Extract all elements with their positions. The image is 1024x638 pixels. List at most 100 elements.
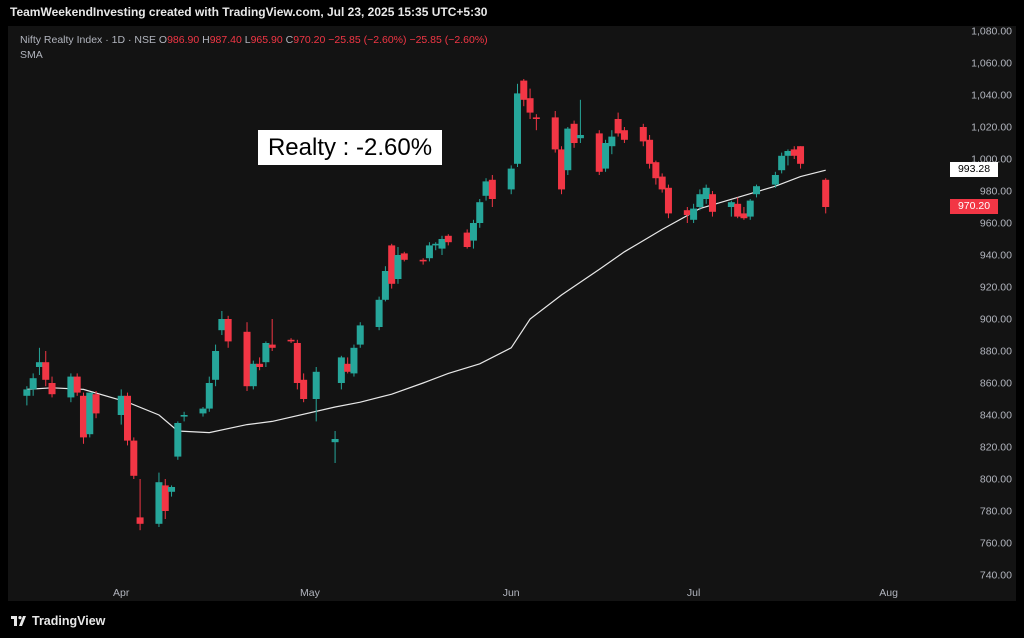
candle	[771, 171, 779, 188]
candle	[652, 160, 660, 185]
legend-open: 986.90	[167, 34, 200, 46]
candle	[608, 130, 616, 155]
candle-body	[218, 319, 226, 331]
candle-body	[287, 339, 295, 342]
y-tick-label: 780.00	[980, 506, 1012, 518]
candle-body	[180, 415, 188, 417]
y-tick-label: 840.00	[980, 410, 1012, 422]
candle	[526, 88, 534, 119]
y-tick-label: 740.00	[980, 570, 1012, 582]
candle	[532, 114, 540, 131]
candle-body	[696, 194, 704, 207]
footer-brand: TradingView	[32, 614, 106, 628]
candle-body	[488, 179, 496, 199]
candle-body	[740, 213, 748, 219]
candle-body	[293, 343, 301, 383]
candle	[67, 373, 75, 403]
candle-body	[532, 117, 540, 119]
candle	[400, 251, 408, 262]
candle-body	[312, 371, 320, 399]
candle-body	[771, 175, 779, 185]
candle	[513, 83, 521, 167]
y-tick-label: 820.00	[980, 442, 1012, 454]
y-tick-label: 1,060.00	[971, 58, 1012, 70]
candle	[432, 242, 440, 251]
legend-close: 970.20	[293, 34, 326, 46]
legend-change: −25.85 (−2.60%)	[328, 34, 407, 46]
candle	[778, 152, 786, 174]
candle-body	[388, 245, 396, 284]
candle	[48, 376, 56, 398]
candle-body	[513, 93, 521, 164]
candle-body	[419, 259, 427, 262]
candle	[727, 200, 735, 217]
last-price-tag: 970.20	[950, 199, 998, 215]
candle-body	[614, 119, 622, 134]
candle-body	[690, 208, 698, 220]
candle	[797, 146, 805, 169]
candle	[79, 392, 87, 444]
chart-area[interactable]: 1,080.00 1,060.00 1,040.00 1,020.00 1,000.00…	[8, 26, 1016, 601]
candle	[124, 392, 132, 446]
candle-body	[425, 245, 433, 259]
candle	[696, 189, 704, 211]
header-credit: TeamWeekendInvesting created with Tradin…	[10, 5, 488, 19]
candle-body	[212, 351, 220, 380]
candle	[438, 235, 446, 255]
candle	[262, 341, 270, 367]
candle	[822, 178, 830, 214]
candle-body	[702, 187, 710, 199]
candle-body	[35, 362, 43, 367]
candle	[174, 421, 182, 460]
candle	[130, 437, 138, 479]
candle-body	[381, 271, 389, 300]
candle	[469, 219, 477, 249]
candle	[664, 184, 672, 219]
y-tick-label: 940.00	[980, 250, 1012, 262]
candle-body	[205, 383, 213, 409]
candle	[86, 392, 94, 438]
candlestick-chart[interactable]: 1,080.001,060.001,040.001,020.001,000.00…	[8, 26, 1016, 601]
x-tick-label: Aug	[879, 587, 898, 599]
candle-body	[67, 376, 75, 398]
candle	[476, 199, 484, 228]
candle	[639, 123, 647, 147]
x-tick-label: Jul	[687, 587, 700, 599]
candle	[520, 79, 528, 107]
candle-body	[268, 344, 276, 348]
candle-body	[570, 123, 578, 143]
candle	[249, 360, 257, 390]
candle	[734, 197, 742, 219]
candle	[702, 184, 710, 204]
y-tick-label: 960.00	[980, 218, 1012, 230]
candle	[746, 199, 754, 220]
candle	[287, 338, 295, 343]
candle	[199, 407, 207, 417]
candle-body	[168, 487, 176, 492]
candle	[205, 376, 213, 412]
candle-body	[595, 133, 603, 172]
candle-body	[300, 379, 308, 399]
annotation-box: Realty : -2.60%	[258, 130, 442, 165]
candle-body	[727, 202, 735, 207]
candle-body	[784, 151, 792, 156]
candle-body	[199, 408, 207, 414]
candle-body	[432, 243, 440, 246]
candle	[155, 472, 163, 527]
candle	[29, 373, 37, 396]
y-tick-label: 900.00	[980, 314, 1012, 326]
footer-bar: TradingView	[0, 601, 1024, 638]
y-tick-label: 980.00	[980, 186, 1012, 198]
candle	[356, 322, 364, 348]
candle-body	[174, 423, 182, 457]
candle	[690, 203, 698, 223]
sma-indicator-label[interactable]: SMA	[20, 49, 43, 61]
candle	[708, 191, 716, 217]
candle-body	[243, 331, 251, 387]
sma-price-tag: 993.28	[950, 162, 998, 178]
candle-body	[400, 253, 408, 260]
candle-body	[48, 383, 56, 395]
candle	[507, 165, 515, 195]
candle	[168, 485, 176, 497]
candle	[784, 149, 792, 166]
